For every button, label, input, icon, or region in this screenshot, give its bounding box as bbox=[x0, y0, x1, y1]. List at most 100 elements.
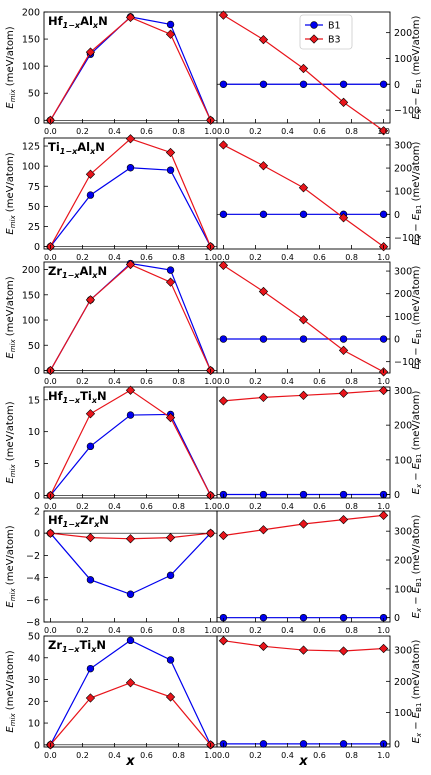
right-axes-frame bbox=[216, 510, 391, 623]
b3-series-line bbox=[49, 263, 212, 371]
b3-point-marker bbox=[338, 515, 349, 525]
b3-point-marker bbox=[258, 641, 269, 651]
y-tick-label: 0 bbox=[394, 490, 400, 501]
b3-point-marker bbox=[258, 161, 269, 171]
y-tick-label: 100 bbox=[394, 312, 412, 323]
b3-series-line bbox=[223, 144, 384, 248]
right-axes-frame bbox=[216, 261, 391, 374]
x-tick-label: 1.0 bbox=[204, 502, 217, 511]
y2-axis-label: Ex − EB1 (meV/atom) bbox=[411, 639, 423, 743]
legend-label-b3: B3 bbox=[328, 35, 341, 46]
b3-point-marker bbox=[165, 692, 176, 702]
b1-point-marker bbox=[126, 590, 135, 598]
y-tick-label: 100 bbox=[394, 187, 412, 198]
x-tick-label: 0.0 bbox=[217, 502, 230, 511]
x-tick-label: 0.4 bbox=[281, 626, 294, 635]
x-tick-label: 1.0 bbox=[204, 377, 217, 386]
x-tick-label: 1.0 bbox=[377, 127, 390, 136]
b1-point-marker bbox=[339, 80, 348, 88]
y-tick-label: 0 bbox=[394, 80, 400, 91]
x-tick-label: 0.0 bbox=[44, 502, 57, 511]
b3-point-marker bbox=[85, 409, 96, 419]
b3-point-marker bbox=[258, 34, 269, 45]
x-tick-label: 0.6 bbox=[140, 502, 153, 511]
b1-point-marker bbox=[86, 191, 95, 199]
b3-point-marker bbox=[338, 345, 349, 355]
b1-point-marker bbox=[126, 411, 135, 419]
panel-title: Hf1−xTixN bbox=[48, 389, 107, 405]
y-axis-label: Emix (meV/atom) bbox=[5, 152, 17, 234]
b1-point-marker bbox=[299, 490, 308, 499]
y-tick-label: 100 bbox=[22, 62, 40, 73]
x-tick-label: 1.0 bbox=[377, 626, 390, 635]
b3-point-marker bbox=[165, 277, 176, 287]
y-tick-label: 150 bbox=[22, 290, 40, 301]
b1-series-line bbox=[49, 639, 212, 746]
x-tick-label: 0.0 bbox=[217, 626, 230, 635]
x-tick-label: 0.6 bbox=[313, 502, 326, 511]
b3-point-marker bbox=[298, 63, 309, 74]
x-tick-label: 0.0 bbox=[44, 751, 57, 760]
y-tick-label: 300 bbox=[394, 386, 412, 397]
x-tick-label: 0.8 bbox=[172, 253, 185, 262]
y-tick-label: 0 bbox=[394, 335, 400, 346]
b3-point-marker bbox=[165, 533, 176, 543]
y2-axis-label: Ex − EB1 (meV/atom) bbox=[411, 15, 423, 119]
b1-point-marker bbox=[166, 166, 175, 174]
y-tick-label: 0 bbox=[34, 740, 40, 751]
y-axis-label: Emix (meV/atom) bbox=[5, 276, 17, 358]
b1-point-marker bbox=[299, 613, 308, 622]
y-tick-label: −100 bbox=[394, 233, 420, 244]
x-tick-label: 1.0 bbox=[377, 502, 390, 511]
x-tick-label: 0.6 bbox=[313, 626, 326, 635]
b3-point-marker bbox=[338, 213, 349, 223]
b1-point-marker bbox=[299, 740, 308, 748]
b3-point-marker bbox=[258, 286, 269, 297]
x-tick-label: 0.2 bbox=[249, 502, 262, 511]
b1-point-marker bbox=[339, 740, 348, 748]
y-tick-label: 40 bbox=[28, 653, 40, 664]
y-tick-label: 30 bbox=[28, 675, 40, 686]
y-tick-label: −8 bbox=[26, 618, 40, 629]
x-tick-label: 0.8 bbox=[345, 253, 358, 262]
x-tick-label: 0.8 bbox=[345, 127, 358, 136]
b3-point-marker bbox=[205, 528, 216, 538]
b3-series-line bbox=[49, 389, 212, 496]
panel-1: 0 50 100 150 200 0.0 0.2 0.4 0.6 0.8 1.0 −100 0 100 20… bbox=[5, 8, 423, 137]
y-tick-label: 200 bbox=[394, 289, 412, 300]
x-tick-label: 1.0 bbox=[204, 127, 217, 136]
b1-point-marker bbox=[259, 80, 268, 88]
b1-point-marker bbox=[299, 80, 308, 88]
b1-point-marker bbox=[219, 80, 228, 88]
y-tick-label: −2 bbox=[26, 551, 40, 562]
b3-point-marker bbox=[338, 388, 349, 398]
x-tick-label: 0.4 bbox=[281, 253, 294, 262]
b1-point-marker bbox=[299, 335, 308, 343]
y-tick-label: 200 bbox=[394, 164, 412, 175]
panel-title: Hf1−xZrxN bbox=[48, 513, 109, 529]
b3-point-marker bbox=[218, 260, 229, 271]
b3-point-marker bbox=[85, 693, 96, 703]
b1-point-marker bbox=[339, 613, 348, 622]
x-tick-label: 0.4 bbox=[108, 253, 121, 262]
x-tick-label: 0.0 bbox=[217, 377, 230, 386]
x-tick-label: 0.8 bbox=[172, 751, 185, 760]
x-tick-label: 0.0 bbox=[44, 253, 57, 262]
y-tick-label: 0 bbox=[34, 366, 40, 377]
y2-axis-label: Ex − EB1 (meV/atom) bbox=[411, 265, 423, 369]
x-tick-label: 0.0 bbox=[217, 127, 230, 136]
x-tick-label: 0.4 bbox=[108, 751, 121, 760]
x-tick-label: 0.6 bbox=[140, 377, 153, 386]
y-tick-label: 300 bbox=[394, 646, 412, 657]
b3-point-marker bbox=[125, 259, 136, 270]
x-tick-label: 0.8 bbox=[345, 626, 358, 635]
panel-3: 0 50 100 150 200 0.0 0.2 0.4 0.6 0.8 1.0 −100 0 100 20… bbox=[5, 259, 423, 386]
y-tick-label: 100 bbox=[394, 455, 412, 466]
b1-point-marker bbox=[310, 21, 318, 29]
b3-point-marker bbox=[85, 47, 96, 57]
y-tick-label: 25 bbox=[28, 222, 40, 233]
y-tick-label: 50 bbox=[28, 202, 40, 213]
b1-point-marker bbox=[219, 210, 228, 219]
b3-point-marker bbox=[165, 412, 176, 423]
